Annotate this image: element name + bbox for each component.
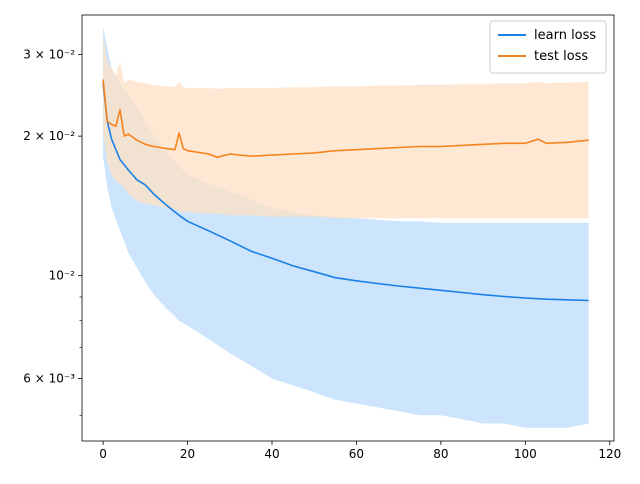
series-lines — [102, 79, 589, 302]
x-tick-label: 0 — [99, 447, 107, 461]
learn-loss-band — [103, 26, 589, 428]
y-axis: 6 × 10⁻³ 10⁻² 2 × 10⁻² 3 × 10⁻² — [23, 47, 82, 416]
test-loss-legend-label: test loss — [534, 49, 588, 64]
x-tick-label: 100 — [514, 447, 537, 461]
test-loss-band — [103, 35, 589, 219]
learn-loss-line — [102, 83, 589, 302]
y-tick-label: 10⁻² — [49, 269, 76, 283]
x-axis: 0 20 40 60 80 100 120 — [99, 441, 621, 461]
y-tick-label: 3 × 10⁻² — [23, 47, 75, 61]
learn-loss-legend-label: learn loss — [534, 28, 596, 43]
legend: learn loss test loss — [489, 20, 607, 74]
y-tick-label: 2 × 10⁻² — [23, 129, 75, 143]
x-tick-label: 120 — [598, 447, 621, 461]
x-tick-label: 40 — [264, 447, 279, 461]
confidence-bands — [103, 26, 589, 428]
x-tick-label: 60 — [349, 447, 364, 461]
x-tick-label: 80 — [433, 447, 448, 461]
test-loss-line — [102, 79, 589, 159]
y-tick-label: 6 × 10⁻³ — [23, 372, 75, 386]
plot-frame — [81, 14, 615, 442]
x-tick-label: 20 — [180, 447, 195, 461]
